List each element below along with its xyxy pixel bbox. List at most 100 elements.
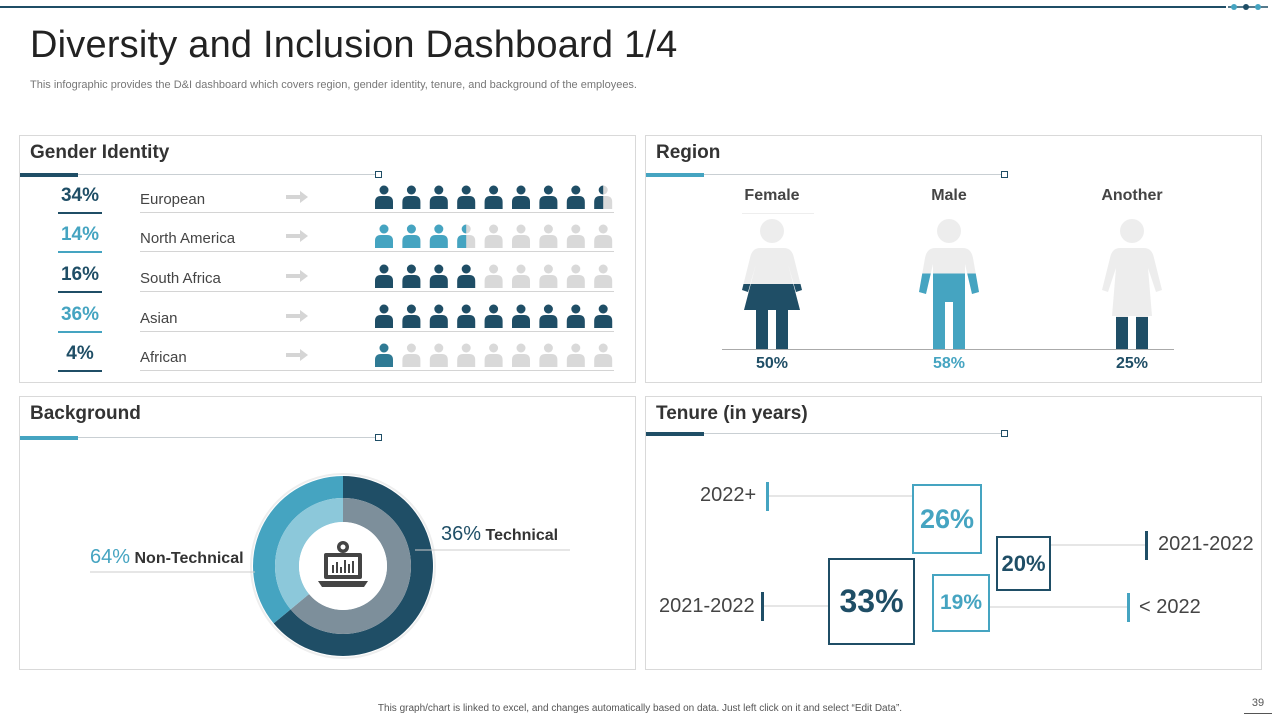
person-icon [484, 343, 503, 367]
person-icon [539, 224, 558, 248]
person-icon [512, 264, 530, 288]
background-rule [20, 434, 382, 441]
person-icon [566, 185, 585, 209]
background-donut-chart [250, 473, 436, 659]
person-icon [429, 185, 448, 209]
person-icon [375, 264, 393, 288]
region-pct-female: 50% [755, 355, 789, 372]
arrow-right-icon [286, 191, 308, 203]
non-technical-leader-line [90, 571, 255, 573]
person-icon [594, 264, 613, 288]
person-icon [594, 304, 613, 328]
female-figure-icon [742, 219, 802, 350]
gender-row: 4% African [58, 343, 614, 381]
laptop-gear-icon [318, 541, 368, 587]
region-pct-male: 58% [932, 355, 966, 372]
non-technical-label: 64% Non-Technical [90, 546, 244, 568]
tenure-period-2: 2021-2022 [659, 595, 755, 617]
arrow-right-icon [286, 349, 308, 361]
tenure-rule [646, 430, 1008, 437]
gender-identity-panel: Gender Identity 34% European 14% North Amer… [19, 135, 636, 383]
top-rule [0, 6, 1226, 8]
person-icon [402, 343, 421, 367]
tenure-title: Tenure (in years) [656, 403, 808, 424]
tenure-connector-lines [761, 482, 1148, 622]
person-icon [484, 224, 503, 248]
person-icon [375, 304, 393, 328]
region-rule [646, 171, 1008, 178]
person-icon [594, 185, 613, 209]
people-icon-row [375, 264, 613, 288]
person-icon [429, 264, 448, 288]
tenure-box-19: 19% [932, 574, 990, 632]
gender-row-rule [140, 331, 614, 332]
tenure-box-33: 33% [828, 558, 915, 645]
person-icon [539, 304, 558, 328]
person-icon [457, 343, 476, 367]
gender-row-percent: 4% [66, 343, 94, 364]
person-icon [457, 304, 476, 328]
gender-row-label: African [140, 349, 187, 366]
person-icon [512, 224, 530, 248]
gender-row-label: Asian [140, 310, 178, 327]
gender-row-rule [140, 212, 614, 213]
tenure-box-20: 20% [996, 536, 1051, 591]
gender-row-percent: 14% [60, 224, 100, 245]
person-icon [484, 264, 503, 288]
gender-identity-title: Gender Identity [30, 142, 170, 163]
gender-row: 16% South Africa [58, 264, 614, 302]
person-icon [402, 185, 421, 209]
donut-outer-non-technical [252, 476, 343, 624]
people-icon-row [375, 224, 613, 248]
gender-row-rule [140, 291, 614, 292]
gender-row-label: European [140, 191, 206, 208]
page-title: Diversity and Inclusion Dashboard 1/4 [30, 24, 678, 66]
background-panel: Background 36% Technical [19, 396, 636, 670]
person-icon [402, 264, 421, 288]
person-icon [429, 343, 448, 367]
gender-row-percent-underline [58, 370, 102, 372]
gender-row: 14% North America [58, 224, 614, 262]
person-icon [375, 185, 393, 209]
page-subtitle: This infographic provides the D&I dashbo… [30, 79, 637, 91]
person-icon [457, 185, 476, 209]
person-icon [457, 224, 476, 248]
gender-row-percent: 34% [60, 185, 100, 206]
gender-row-percent: 36% [60, 304, 100, 325]
gender-row: 36% Asian [58, 304, 614, 342]
donut-inner-technical [290, 498, 411, 634]
person-icon [594, 343, 613, 367]
gender-row-percent-underline [58, 251, 102, 253]
person-icon [566, 224, 585, 248]
person-icon [539, 343, 558, 367]
person-icon [402, 224, 421, 248]
tenure-period-1: 2021-2022 [1158, 533, 1254, 555]
person-icon [429, 304, 448, 328]
arrow-right-icon [286, 270, 308, 282]
person-icon [375, 224, 393, 248]
region-label-male: Male [931, 187, 967, 204]
people-icon-row [375, 304, 613, 328]
people-icon-row [375, 343, 613, 367]
region-pct-another: 25% [1115, 355, 1149, 372]
person-icon [539, 264, 558, 288]
technical-label: 36% Technical [441, 523, 559, 545]
person-icon [402, 304, 421, 328]
person-icon [566, 264, 585, 288]
footer-note: This graph/chart is linked to excel, and… [377, 703, 903, 714]
gender-row-percent: 16% [60, 264, 100, 285]
gender-row-rule [140, 370, 614, 371]
person-icon [484, 304, 503, 328]
arrow-right-icon [286, 230, 308, 242]
person-icon [566, 304, 585, 328]
donut-inner-non-technical [275, 498, 343, 610]
person-icon [375, 343, 393, 367]
another-figure-icon [1102, 219, 1162, 350]
person-icon [512, 185, 530, 209]
gender-row-percent-underline [58, 212, 102, 214]
tenure-period-3: < 2022 [1139, 596, 1201, 618]
page-number-rule [1244, 713, 1272, 714]
tenure-period-0: 2022+ [700, 484, 757, 506]
gender-row: 34% European [58, 185, 614, 223]
gender-row-label: North America [140, 230, 236, 247]
